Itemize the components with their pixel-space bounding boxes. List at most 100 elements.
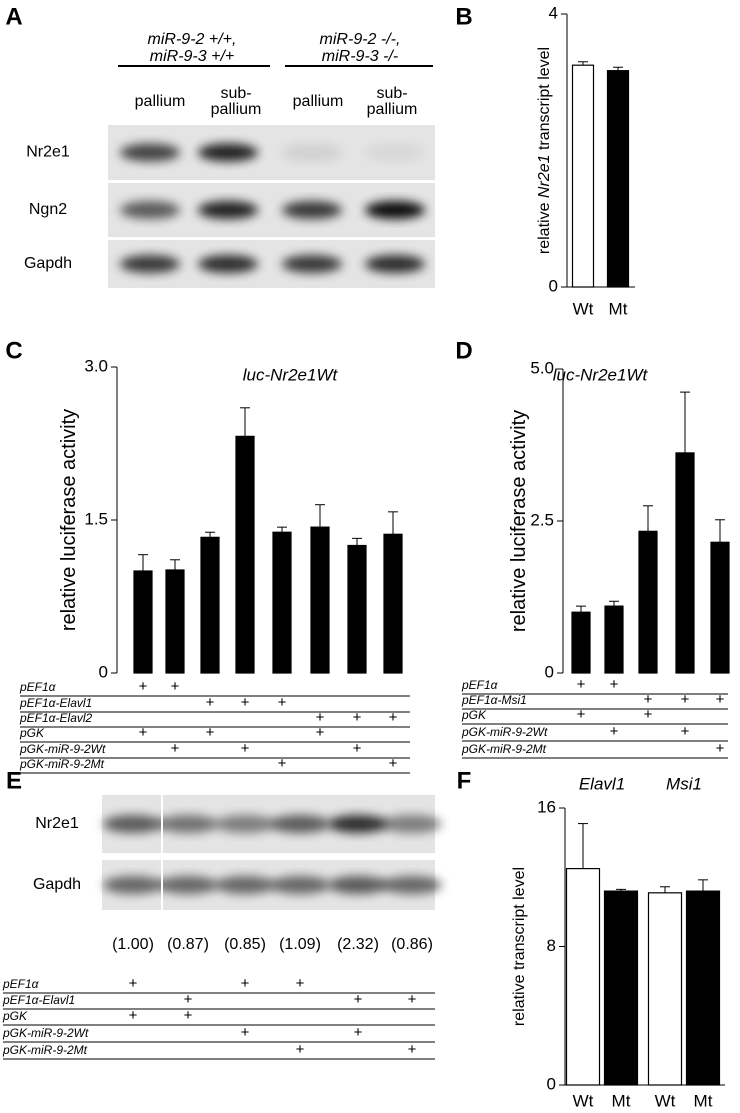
condition-mark: + bbox=[184, 1007, 193, 1024]
y-axis-label-part: relative transcript level bbox=[511, 867, 528, 1026]
lane-label: pallium bbox=[135, 93, 186, 110]
y-tick-label: 0 bbox=[547, 1074, 556, 1093]
condition-mark: + bbox=[241, 694, 250, 711]
condition-mark: + bbox=[354, 1024, 363, 1041]
bar bbox=[565, 867, 601, 1086]
band bbox=[282, 201, 342, 219]
condition-mark: + bbox=[129, 975, 138, 992]
band bbox=[282, 255, 342, 273]
condition-mark: + bbox=[278, 755, 287, 772]
bar bbox=[604, 605, 624, 674]
condition-mark: + bbox=[681, 691, 690, 708]
ratio-label: (0.86) bbox=[391, 936, 433, 953]
x-tick-label: Wt bbox=[655, 1091, 676, 1110]
band bbox=[120, 201, 180, 219]
condition-mark: + bbox=[171, 740, 180, 757]
band bbox=[158, 876, 218, 894]
condition-label: pGK-miR-9-2Wt bbox=[19, 742, 106, 756]
condition-mark: + bbox=[241, 975, 250, 992]
x-tick-label: Mt bbox=[612, 1091, 631, 1110]
condition-mark: + bbox=[129, 1007, 138, 1024]
panel-label: D bbox=[455, 337, 472, 364]
lane-label: sub- bbox=[220, 85, 251, 102]
bar bbox=[571, 64, 595, 288]
chart-title: luc-Nr2e1Wt bbox=[553, 365, 649, 384]
group-label: Elavl1 bbox=[579, 774, 625, 793]
condition-label: pGK-miR-9-2Wt bbox=[461, 725, 548, 739]
band bbox=[198, 201, 258, 219]
condition-mark: + bbox=[206, 694, 215, 711]
band bbox=[215, 876, 275, 894]
y-axis-label: relative Nr2e1 transcript level bbox=[536, 47, 553, 254]
band bbox=[382, 815, 442, 833]
condition-mark: + bbox=[389, 709, 398, 726]
ratio-label: (0.87) bbox=[167, 936, 209, 953]
y-tick-label: 0 bbox=[99, 662, 108, 681]
group-label: Msi1 bbox=[666, 774, 702, 793]
condition-mark: + bbox=[241, 740, 250, 757]
condition-mark: + bbox=[316, 724, 325, 741]
bar bbox=[685, 890, 721, 1086]
chart-title: luc-Nr2e1Wt bbox=[243, 365, 339, 384]
blot-row-label: Ngn2 bbox=[29, 201, 67, 218]
ratio-label: (1.00) bbox=[112, 936, 154, 953]
condition-label: pEF1α bbox=[19, 680, 57, 694]
y-tick-label: 1.5 bbox=[84, 509, 108, 528]
condition-mark: + bbox=[681, 723, 690, 740]
band bbox=[120, 255, 180, 273]
ratio-label: (2.32) bbox=[337, 936, 379, 953]
y-axis-label: relative luciferase activity bbox=[58, 409, 80, 631]
blot-row-label: Nr2e1 bbox=[35, 815, 79, 832]
bar bbox=[571, 611, 591, 674]
bar bbox=[235, 435, 255, 674]
band bbox=[215, 815, 275, 833]
condition-mark: + bbox=[241, 1024, 250, 1041]
band bbox=[120, 143, 180, 162]
condition-label: pEF1α bbox=[2, 977, 40, 991]
band bbox=[198, 143, 258, 162]
band bbox=[365, 201, 425, 219]
condition-mark: + bbox=[206, 724, 215, 741]
condition-label: pGK bbox=[461, 708, 487, 722]
y-tick-label: 0 bbox=[549, 276, 558, 295]
condition-mark: + bbox=[353, 740, 362, 757]
condition-mark: + bbox=[610, 676, 619, 693]
condition-mark: + bbox=[408, 1041, 417, 1058]
band bbox=[270, 876, 330, 894]
band bbox=[158, 815, 218, 833]
y-tick-label: 16 bbox=[537, 797, 556, 816]
condition-label: pEF1α-Elavl1 bbox=[19, 696, 92, 710]
condition-mark: + bbox=[171, 678, 180, 695]
bar bbox=[675, 452, 695, 674]
y-tick-label: 4 bbox=[549, 3, 558, 22]
genotype-label: miR-9-2 +/+, bbox=[148, 31, 237, 48]
condition-mark: + bbox=[139, 724, 148, 741]
bar bbox=[133, 570, 153, 674]
y-axis-label-part: relative luciferase activity bbox=[58, 409, 80, 631]
y-axis-label: relative transcript level bbox=[511, 867, 528, 1026]
panel-label: C bbox=[5, 337, 22, 364]
y-tick-label: 2.5 bbox=[530, 510, 554, 529]
condition-label: pEF1α-Msi1 bbox=[461, 693, 527, 707]
condition-mark: + bbox=[316, 709, 325, 726]
condition-label: pGK-miR-9-2Mt bbox=[461, 742, 547, 756]
condition-label: pGK-miR-9-2Mt bbox=[2, 1043, 88, 1057]
genotype-label: miR-9-2 -/-, bbox=[320, 31, 401, 48]
lane-label: pallium bbox=[367, 101, 418, 118]
y-tick-label: 8 bbox=[547, 936, 556, 955]
condition-mark: + bbox=[389, 755, 398, 772]
bar bbox=[710, 541, 730, 674]
ratio-label: (1.09) bbox=[279, 936, 321, 953]
band bbox=[103, 815, 163, 833]
lane-label: pallium bbox=[293, 93, 344, 110]
band bbox=[103, 876, 163, 894]
condition-label: pGK-miR-9-2Wt bbox=[2, 1026, 89, 1040]
condition-mark: + bbox=[184, 991, 193, 1008]
genotype-label: miR-9-3 +/+ bbox=[150, 48, 234, 65]
blot-row-label: Gapdh bbox=[33, 876, 81, 893]
ratio-label: (0.85) bbox=[224, 936, 266, 953]
panel-label: F bbox=[457, 767, 472, 794]
band bbox=[328, 876, 388, 894]
condition-mark: + bbox=[644, 691, 653, 708]
